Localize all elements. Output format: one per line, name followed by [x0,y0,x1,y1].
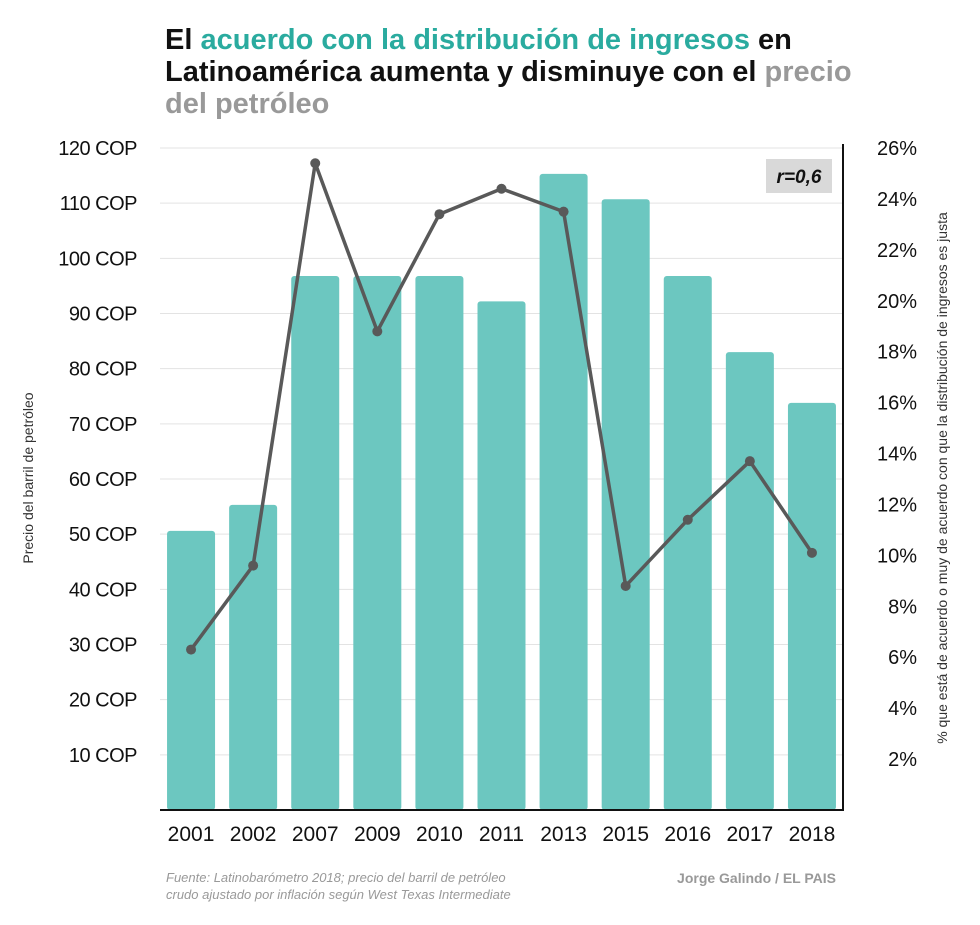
line-point-2018 [806,547,817,558]
line-point-2016 [682,514,693,525]
source-note: Fuente: Latinobarómetro 2018; precio del… [166,869,511,903]
bar-2016 [663,275,712,810]
right-tick-label: 6% [888,647,917,669]
x-tick-label: 2015 [602,823,649,846]
line-point-2017 [744,456,755,467]
annotation-box [766,159,832,193]
left-axis-title: Precio del barril de petróleo [20,392,36,563]
left-tick-label: 60 COP [69,469,137,491]
right-tick-label: 26% [877,138,917,160]
x-tick-label: 2007 [292,823,339,846]
left-tick-label: 50 COP [69,524,137,546]
source-line: Fuente: Latinobarómetro 2018; precio del… [166,870,506,885]
title-part: El [165,24,201,56]
bar-2007 [291,275,340,810]
chart-title: El acuerdo con la distribución de ingres… [165,24,865,120]
right-tick-label: 14% [877,444,917,466]
bar-2001 [167,530,216,810]
title-gray: precio del petróleo [165,56,852,120]
x-tick-label: 2013 [540,823,587,846]
left-tick-label: 110 COP [60,193,137,215]
line-point-2013 [558,206,569,217]
right-tick-label: 20% [877,291,917,313]
left-tick-label: 40 COP [69,579,137,601]
x-tick-label: 2016 [664,823,711,846]
left-tick-label: 10 COP [69,745,137,767]
bar-2010 [415,275,464,810]
source-line: crudo ajustado por inflación según West … [166,887,511,902]
right-tick-label: 16% [877,393,917,415]
left-tick-label: 70 COP [69,414,137,436]
bar-2018 [787,402,836,810]
title-part: en Latinoamérica aumenta y disminuye con… [165,24,792,88]
right-tick-label: 8% [888,596,917,618]
title-highlight: acuerdo con la distribución de ingresos [200,24,750,56]
right-tick-label: 10% [877,545,917,567]
line-point-2009 [372,326,383,337]
right-tick-label: 12% [877,494,917,516]
x-tick-label: 2017 [727,823,774,846]
left-tick-label: 90 COP [69,304,137,326]
x-tick-label: 2018 [789,823,836,846]
bar-2017 [725,352,774,810]
bar-2015 [601,199,650,810]
left-tick-label: 100 COP [58,248,137,270]
left-tick-label: 30 COP [69,635,137,657]
x-tick-label: 2010 [416,823,463,846]
x-tick-label: 2001 [168,823,215,846]
left-tick-label: 80 COP [69,359,137,381]
bar-2013 [539,173,588,810]
line-point-2002 [248,560,259,571]
line-point-2007 [310,158,321,169]
x-tick-label: 2009 [354,823,401,846]
line-point-2011 [496,183,507,194]
x-tick-label: 2002 [230,823,277,846]
right-tick-label: 22% [877,240,917,262]
right-tick-label: 2% [888,749,917,771]
right-axis-title: % que está de acuerdo o muy de acuerdo c… [934,212,950,744]
bar-2009 [353,275,402,810]
left-tick-label: 20 COP [69,690,137,712]
line-point-2001 [186,644,197,655]
right-tick-label: 4% [888,698,917,720]
right-tick-label: 24% [877,189,917,211]
line-point-2015 [620,580,631,591]
right-tick-label: 18% [877,342,917,364]
annotation-r: r=0,6 [777,167,822,188]
bar-2011 [477,301,526,810]
bar-2002 [229,504,278,810]
left-tick-label: 120 COP [58,138,137,160]
x-tick-label: 2011 [479,823,524,846]
line-point-2010 [434,209,445,220]
credit: Jorge Galindo / EL PAIS [677,870,836,886]
